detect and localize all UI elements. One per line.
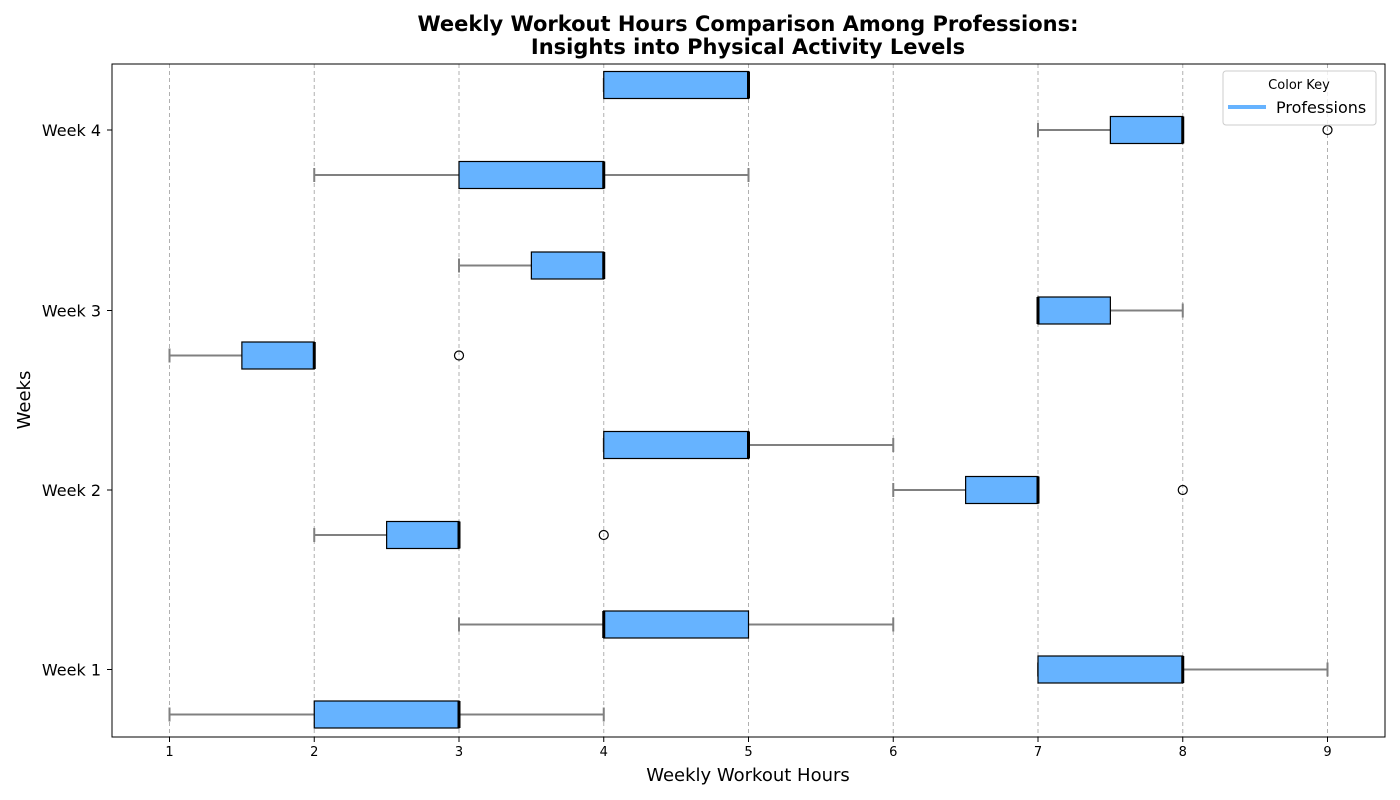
legend-frame	[1222, 70, 1377, 126]
box-iqr	[530, 251, 605, 280]
x-tick-label-9: 9	[1323, 745, 1331, 760]
box-iqr	[965, 475, 1039, 505]
box-iqr	[386, 520, 460, 550]
outlier-1	[598, 529, 609, 541]
boxplot-4	[313, 520, 609, 550]
x-axis-ticks: 1 2 3 4 5 6 7 8 9	[165, 737, 1332, 760]
y-axis-label: Weeks	[14, 371, 35, 430]
legend-entry-professions: Professions	[1276, 98, 1366, 117]
box-iqr	[241, 341, 315, 370]
x-tick-label-6: 6	[889, 745, 897, 760]
box-iqr	[603, 430, 750, 460]
chart-title-line-2: Insights into Physical Activity Levels	[531, 35, 965, 59]
x-tick-label-5: 5	[744, 745, 752, 760]
x-tick-label-3: 3	[455, 745, 463, 760]
y-axis-ticks: Week 1 Week 2 Week 3 Week 4	[42, 121, 112, 680]
boxplot-6	[602, 430, 895, 460]
y-tick-label-week-2: Week 2	[42, 481, 101, 500]
boxplot-7	[168, 341, 465, 370]
box-iqr	[603, 610, 750, 639]
legend-title: Color Key	[1268, 78, 1330, 93]
boxplot-11	[1037, 115, 1333, 145]
legend: Color Key Professions	[1222, 70, 1377, 126]
box-iqr	[458, 160, 605, 190]
plot-area	[168, 70, 1333, 729]
boxplot-10	[313, 160, 750, 190]
box-iqr	[1037, 655, 1184, 684]
y-tick-label-week-4: Week 4	[42, 121, 101, 140]
x-tick-label-4: 4	[600, 745, 608, 760]
boxplot-9	[458, 251, 606, 280]
y-tick-label-week-3: Week 3	[42, 302, 101, 321]
boxplot-3	[458, 610, 895, 639]
x-tick-label-8: 8	[1179, 745, 1187, 760]
boxplot-5	[892, 475, 1188, 505]
box-iqr	[1109, 115, 1184, 145]
outlier-1	[453, 350, 465, 361]
boxplot-8	[1036, 296, 1184, 325]
box-iqr	[313, 700, 460, 729]
box-iqr	[1037, 296, 1111, 325]
x-tick-label-2: 2	[310, 745, 318, 760]
boxplot-12	[602, 70, 750, 100]
x-tick-label-1: 1	[165, 745, 173, 760]
y-tick-label-week-1: Week 1	[42, 661, 101, 680]
box-iqr	[603, 70, 750, 100]
chart-title-line-1: Weekly Workout Hours Comparison Among Pr…	[417, 12, 1078, 36]
boxplot-2	[1037, 655, 1329, 684]
outlier-1	[1177, 484, 1188, 496]
x-axis-label: Weekly Workout Hours	[646, 765, 850, 786]
x-tick-label-7: 7	[1034, 745, 1042, 760]
boxplot-1	[168, 700, 605, 729]
